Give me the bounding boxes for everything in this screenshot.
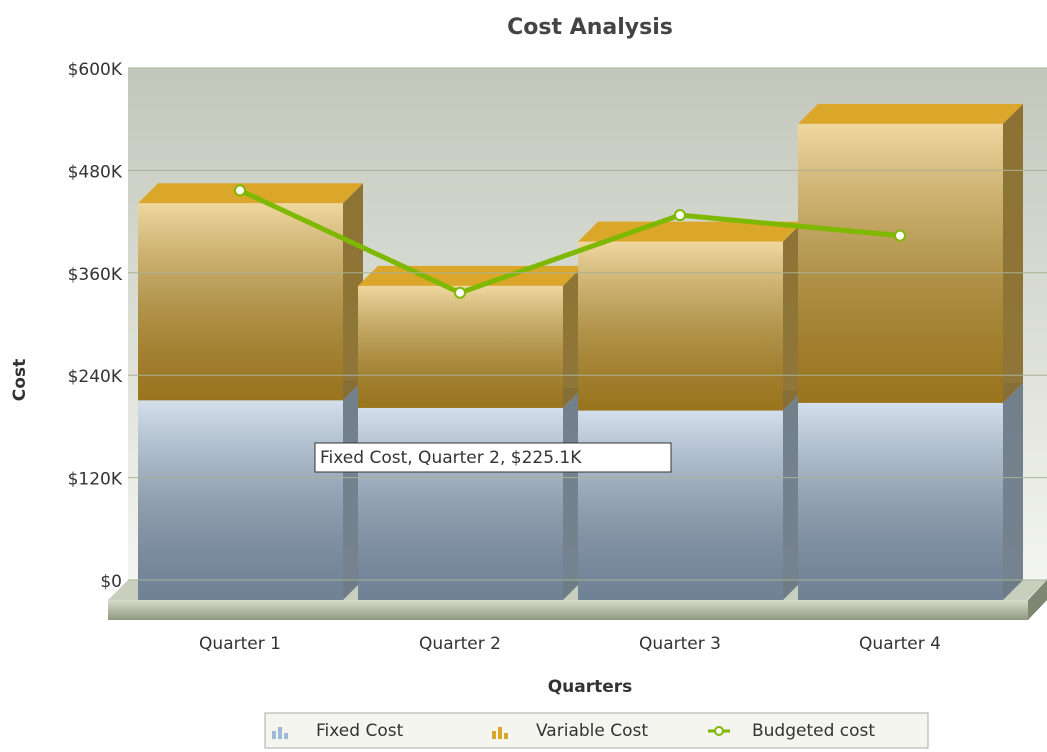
- tooltip-box: [314, 442, 672, 473]
- x-tick-label: Quarter 3: [639, 634, 721, 654]
- bar-top: [798, 103, 1023, 124]
- legend-icon: [284, 733, 288, 739]
- legend-label: Variable Cost: [536, 721, 648, 741]
- bar-front-shade: [578, 410, 783, 600]
- bar: [798, 103, 1023, 403]
- line-point: [234, 184, 246, 197]
- line: [238, 188, 901, 296]
- floor-front: [108, 600, 1028, 620]
- chart-title: Cost Analysis: [507, 15, 673, 40]
- bar-side: [1003, 103, 1023, 403]
- bar-side-shade: [1003, 382, 1023, 600]
- legend-icon: [278, 727, 282, 739]
- legend-icon: [492, 731, 496, 739]
- bar-front-shade: [138, 203, 343, 401]
- marks: [138, 103, 1023, 600]
- legend-icon: [504, 733, 508, 739]
- floor-side: [1028, 580, 1047, 620]
- bar-front-shade: [578, 241, 783, 411]
- y-tick-label: $240K: [68, 367, 123, 387]
- bar-front-shade: [798, 402, 1003, 600]
- bar: [578, 221, 803, 411]
- x-axis-title: Quarters: [548, 677, 633, 697]
- y-axis-title: Cost: [10, 359, 30, 401]
- y-tick-label: $360K: [68, 265, 123, 285]
- y-tick-label: $0: [100, 572, 122, 592]
- line-point: [894, 229, 906, 242]
- x-tick-label: Quarter 4: [859, 634, 941, 654]
- bar-top: [578, 221, 803, 242]
- y-tick-label: $120K: [68, 470, 123, 490]
- legend: [264, 712, 929, 749]
- bar: [138, 183, 363, 401]
- bar-front-shade: [358, 285, 563, 408]
- bar: [798, 382, 1023, 600]
- bar: [578, 390, 803, 600]
- x-tick-label: Quarter 1: [199, 634, 281, 654]
- legend-icon: [498, 727, 502, 739]
- y-tick-label: $480K: [68, 162, 123, 182]
- bar: [358, 265, 583, 408]
- bar-top: [358, 265, 583, 286]
- legend-icon: [714, 726, 724, 736]
- bar: [138, 380, 363, 600]
- bar-front-shade: [358, 407, 563, 600]
- bar: [358, 387, 583, 600]
- bar-side-shade: [1003, 103, 1023, 403]
- y-tick-label: $600K: [68, 60, 123, 80]
- legend-label: Budgeted cost: [752, 721, 875, 741]
- bar-side: [1003, 382, 1023, 600]
- bar-front-shade: [138, 400, 343, 600]
- legend-icon: [272, 731, 276, 739]
- line-point: [454, 286, 466, 299]
- tooltip: Fixed Cost, Quarter 2, $225.1K: [320, 448, 582, 468]
- x-tick-label: Quarter 2: [419, 634, 501, 654]
- legend-label: Fixed Cost: [316, 721, 404, 741]
- bar-front-shade: [798, 123, 1003, 403]
- line-point: [674, 209, 686, 222]
